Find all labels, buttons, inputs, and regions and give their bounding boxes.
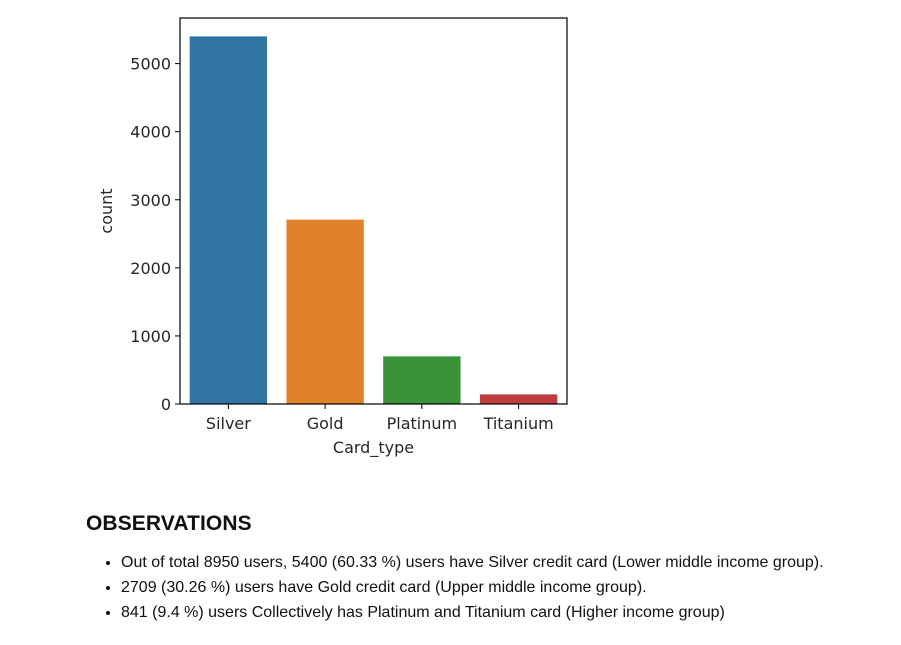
y-tick-label: 5000 — [130, 55, 171, 74]
observation-item: 2709 (30.26 %) users have Gold credit ca… — [121, 575, 896, 600]
plot-frame — [179, 17, 568, 405]
bar-silver — [189, 36, 268, 404]
bar-platinum — [383, 356, 461, 404]
bar-chart: 0 1000 2000 3000 4000 5000 Silver Gold Platinum… — [97, 17, 568, 458]
x-axis-ticks: Silver Gold Platinum Titanium — [206, 404, 554, 433]
y-tick-label: 1000 — [130, 327, 171, 346]
x-tick-label: Gold — [307, 414, 344, 433]
x-tick-label: Silver — [206, 414, 251, 433]
y-axis-label: count — [97, 188, 116, 233]
bar-gold — [286, 219, 364, 404]
y-tick-label: 2000 — [130, 259, 171, 278]
bar-titanium — [479, 394, 558, 404]
bars-group — [189, 36, 558, 404]
y-tick-label: 3000 — [130, 191, 171, 210]
observations-list: Out of total 8950 users, 5400 (60.33 %) … — [86, 550, 896, 625]
y-tick-label: 0 — [161, 395, 171, 414]
y-tick-label: 4000 — [130, 123, 171, 142]
observations-section: OBSERVATIONS Out of total 8950 users, 54… — [86, 512, 896, 625]
x-tick-label: Titanium — [483, 414, 554, 433]
x-axis-label: Card_type — [333, 438, 414, 458]
observation-item: 841 (9.4 %) users Collectively has Plati… — [121, 600, 896, 625]
x-tick-label: Platinum — [387, 414, 457, 433]
observation-item: Out of total 8950 users, 5400 (60.33 %) … — [121, 550, 896, 575]
observations-heading: OBSERVATIONS — [86, 512, 252, 535]
y-axis-ticks: 0 1000 2000 3000 4000 5000 — [130, 55, 180, 414]
